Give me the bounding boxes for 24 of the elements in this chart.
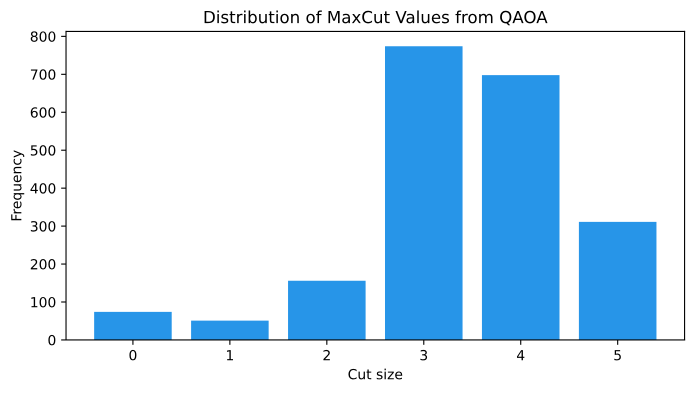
y-tick-label: 300 <box>30 221 56 232</box>
bar <box>482 75 560 340</box>
y-tick-label: 0 <box>48 334 56 346</box>
bar <box>94 312 172 340</box>
y-axis-title: Frequency <box>11 150 24 220</box>
bar <box>191 320 269 340</box>
x-tick-label: 1 <box>226 350 234 360</box>
x-tick-label: 0 <box>129 350 136 360</box>
x-tick-label: 4 <box>516 350 524 360</box>
x-tick-label: 3 <box>420 350 428 360</box>
y-tick-label: 400 <box>30 183 56 194</box>
bar <box>384 46 463 340</box>
y-tick-label: 700 <box>30 69 56 80</box>
x-axis-title: Cut size <box>348 368 402 380</box>
chart-title: Distribution of MaxCut Values from QAOA <box>204 10 548 26</box>
y-tick-label: 600 <box>30 107 56 118</box>
y-tick-label: 100 <box>31 296 56 308</box>
bar <box>288 280 366 340</box>
x-tick-label: 5 <box>614 350 621 360</box>
y-tick-label: 500 <box>30 145 56 156</box>
x-tick-label: 2 <box>323 350 330 360</box>
y-tick-label: 800 <box>30 31 56 42</box>
y-tick-label: 200 <box>30 259 56 270</box>
bar <box>578 222 656 340</box>
